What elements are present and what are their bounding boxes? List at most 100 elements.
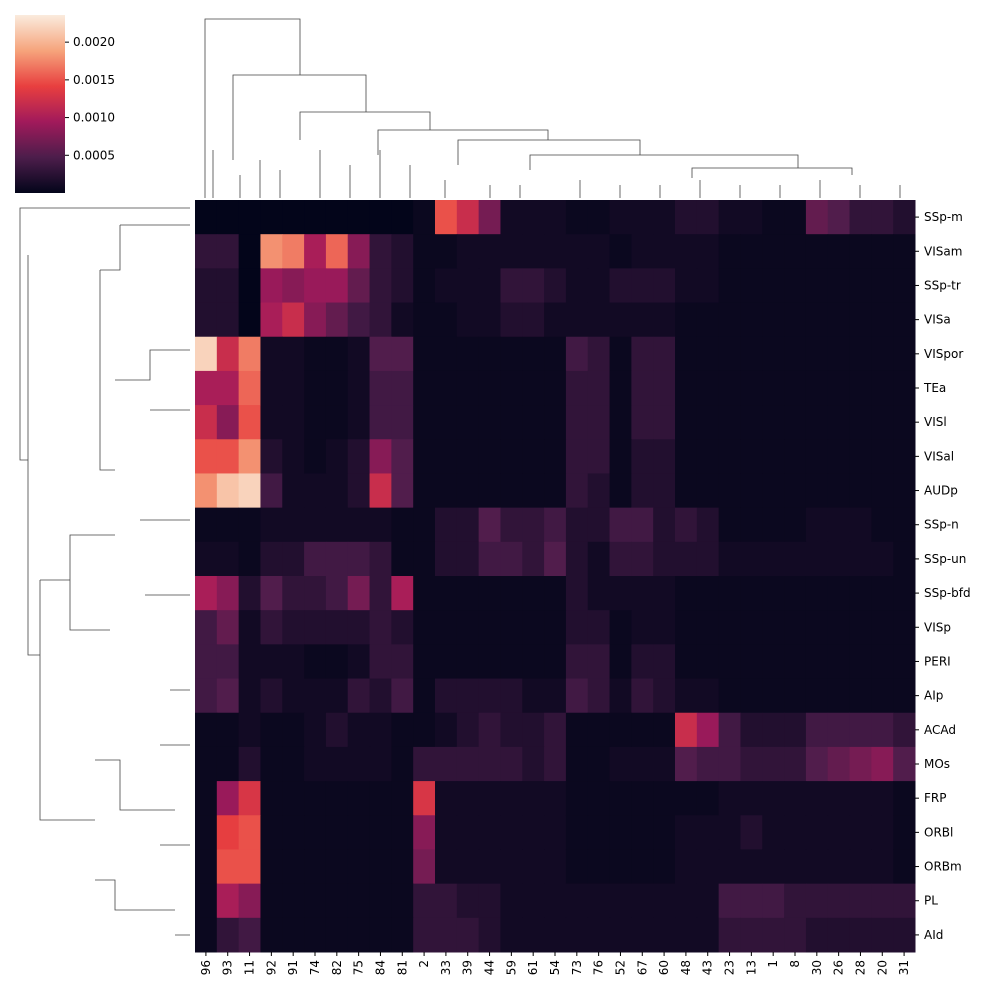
heatmap-cell bbox=[718, 336, 741, 372]
heatmap-cell bbox=[587, 746, 611, 782]
heatmap-cell bbox=[435, 234, 458, 269]
heatmap-cell bbox=[849, 405, 872, 440]
x-tick-label: 61 bbox=[526, 960, 540, 975]
heatmap-cell bbox=[522, 746, 545, 782]
heatmap-cell bbox=[347, 576, 371, 611]
heatmap-cell bbox=[325, 883, 349, 919]
heatmap-cell bbox=[675, 815, 698, 850]
heatmap-cell bbox=[587, 507, 611, 543]
heatmap-cell bbox=[478, 781, 501, 816]
heatmap-cell bbox=[500, 405, 523, 440]
heatmap-cell bbox=[653, 473, 676, 509]
heatmap-cell bbox=[500, 336, 523, 372]
heatmap-cell bbox=[325, 849, 349, 885]
heatmap-cell bbox=[784, 541, 807, 577]
x-tick-label: 60 bbox=[657, 960, 671, 975]
heatmap-cell bbox=[740, 883, 763, 919]
heatmap-cell bbox=[587, 815, 611, 850]
dendrogram-branch bbox=[299, 111, 431, 140]
heatmap-cell bbox=[827, 849, 851, 885]
heatmap-cell bbox=[696, 712, 720, 748]
heatmap-cell bbox=[544, 336, 567, 372]
heatmap-cell bbox=[631, 405, 654, 440]
heatmap-cell bbox=[391, 576, 414, 611]
heatmap-cell bbox=[544, 678, 567, 714]
heatmap-cell bbox=[827, 473, 851, 509]
heatmap-cell bbox=[718, 302, 741, 338]
heatmap-cell bbox=[587, 849, 611, 885]
heatmap-cell bbox=[805, 746, 829, 782]
heatmap-cell bbox=[282, 883, 305, 919]
heatmap-cell bbox=[435, 405, 458, 440]
heatmap-cell bbox=[762, 336, 785, 372]
heatmap-cell bbox=[893, 336, 916, 372]
heatmap-cell bbox=[849, 336, 872, 372]
heatmap-cell bbox=[325, 541, 349, 577]
heatmap-cell bbox=[718, 268, 741, 304]
heatmap-cell bbox=[805, 781, 829, 816]
heatmap-cell bbox=[522, 370, 545, 406]
heatmap-cell bbox=[718, 370, 741, 406]
heatmap-cell bbox=[544, 234, 567, 269]
x-tick-label: 26 bbox=[832, 960, 846, 975]
x-tick-label: 23 bbox=[723, 960, 737, 975]
heatmap-cell bbox=[325, 473, 349, 509]
y-tick-label: VISp bbox=[924, 620, 951, 634]
heatmap-cell bbox=[391, 234, 414, 269]
heatmap-cell bbox=[391, 473, 414, 509]
heatmap-cell bbox=[762, 917, 785, 953]
heatmap-cell bbox=[195, 405, 218, 440]
heatmap-cell bbox=[369, 336, 392, 372]
heatmap-cell bbox=[871, 302, 894, 338]
heatmap-cell bbox=[216, 268, 240, 304]
heatmap-cell bbox=[544, 849, 567, 885]
heatmap-cell bbox=[653, 405, 676, 440]
heatmap-cell bbox=[282, 678, 305, 714]
x-tick-label: 76 bbox=[592, 960, 606, 975]
heatmap-cell bbox=[435, 815, 458, 850]
heatmap-cell bbox=[609, 712, 632, 748]
heatmap-cell bbox=[631, 576, 654, 611]
heatmap-cell bbox=[587, 678, 611, 714]
heatmap-cell bbox=[696, 576, 720, 611]
heatmap-cell bbox=[216, 576, 240, 611]
heatmap-cell bbox=[805, 610, 829, 645]
heatmap-cell bbox=[740, 610, 763, 645]
heatmap-cell bbox=[587, 439, 611, 474]
heatmap-cell bbox=[675, 849, 698, 885]
heatmap-cell bbox=[631, 336, 654, 372]
heatmap-cell bbox=[325, 678, 349, 714]
heatmap-cell bbox=[282, 473, 305, 509]
heatmap-cell bbox=[609, 200, 632, 235]
heatmap-cell bbox=[893, 268, 916, 304]
heatmap-cell bbox=[238, 712, 261, 748]
heatmap-cell bbox=[347, 370, 371, 406]
heatmap-cell bbox=[325, 644, 349, 680]
heatmap-cell bbox=[304, 746, 327, 782]
heatmap-cell bbox=[544, 268, 567, 304]
heatmap-cell bbox=[260, 610, 283, 645]
heatmap-cell bbox=[216, 746, 240, 782]
heatmap-cell bbox=[784, 200, 807, 235]
heatmap-cell bbox=[784, 439, 807, 474]
heatmap-cell bbox=[282, 439, 305, 474]
heatmap-cell bbox=[304, 712, 327, 748]
heatmap-cell bbox=[675, 781, 698, 816]
heatmap-cell bbox=[456, 849, 480, 885]
heatmap-cell bbox=[675, 883, 698, 919]
heatmap-cell bbox=[456, 815, 480, 850]
heatmap-cell bbox=[435, 473, 458, 509]
heatmap-cell bbox=[587, 712, 611, 748]
heatmap-cell bbox=[631, 815, 654, 850]
heatmap-cell bbox=[195, 883, 218, 919]
heatmap-cell bbox=[827, 917, 851, 953]
x-tick-label: 44 bbox=[483, 960, 497, 975]
heatmap-cell bbox=[456, 370, 480, 406]
heatmap-cell bbox=[696, 234, 720, 269]
heatmap-cell bbox=[216, 781, 240, 816]
heatmap-cell bbox=[238, 815, 261, 850]
heatmap-cell bbox=[740, 541, 763, 577]
heatmap-cell bbox=[696, 883, 720, 919]
heatmap-cell bbox=[544, 473, 567, 509]
heatmap-cell bbox=[653, 200, 676, 235]
